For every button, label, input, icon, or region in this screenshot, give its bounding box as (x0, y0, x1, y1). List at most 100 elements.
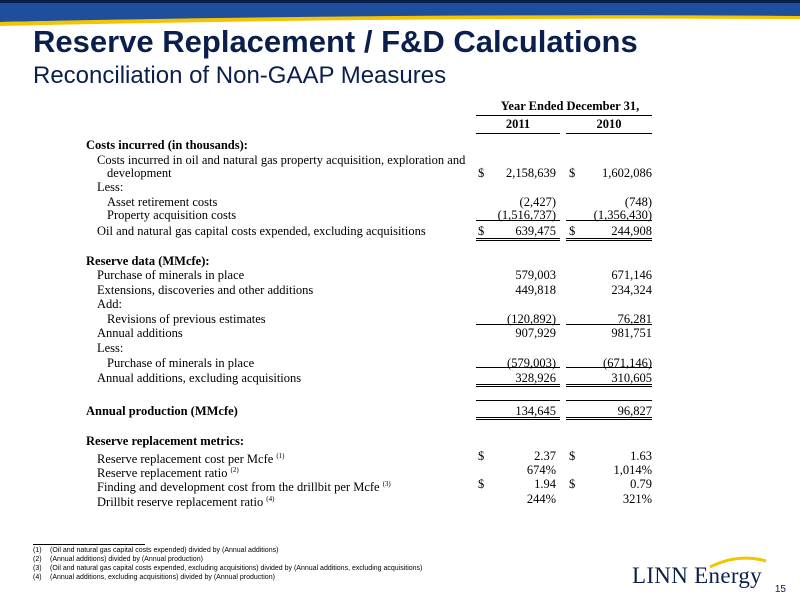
total-rule-2011 (476, 417, 560, 420)
table-row-label: Annual additions (97, 326, 183, 340)
total-rule-2010 (566, 367, 652, 368)
value-2010: 0.79 (630, 477, 652, 491)
value-2010: 234,324 (611, 283, 652, 297)
currency-symbol-2011: $ (478, 224, 485, 238)
currency-symbol-2010: $ (569, 449, 576, 463)
table-row-label: Annual additions, excluding acquisitions (97, 371, 302, 385)
footnote-ref: (4) (266, 495, 275, 503)
year-header-2010: 2010 (596, 117, 622, 131)
footnote-text: (Oil and natural gas capital costs expen… (50, 565, 423, 572)
table-row-label: Purchase of minerals in place (107, 356, 255, 370)
table-row-label: development (107, 166, 172, 180)
value-2010: (671,146) (603, 356, 652, 370)
total-rule-2011 (476, 238, 560, 241)
total-rule-2011 (476, 367, 560, 368)
company-logo: LINN Energy (632, 563, 762, 588)
table-row-label: Extensions, discoveries and other additi… (97, 283, 314, 297)
total-rule-2010 (566, 238, 652, 241)
table-row-label: Drillbit reserve replacement ratio (4) (97, 495, 275, 510)
table-row-label: Finding and development cost from the dr… (97, 480, 391, 495)
value-2011: 134,645 (515, 404, 556, 418)
page-number: 15 (774, 584, 786, 595)
value-2010: 1,602,086 (602, 166, 652, 180)
currency-symbol-2010: $ (569, 477, 576, 491)
total-rule-2011 (476, 384, 560, 387)
value-2010: 310,605 (611, 371, 652, 385)
value-2011: 674% (526, 463, 556, 477)
table-row-label: Revisions of previous estimates (107, 312, 266, 326)
footnote-separator (33, 544, 145, 545)
value-2010: 981,751 (611, 326, 652, 340)
value-2010: 1,014% (613, 463, 652, 477)
value-2011: (120,892) (507, 312, 556, 326)
value-2010: 96,827 (617, 404, 652, 418)
value-2011: 579,003 (515, 268, 556, 282)
period-header: Year Ended December 31, (500, 99, 640, 113)
footnote-text: (Annual additions, excluding acquisition… (50, 574, 275, 581)
value-2010: (748) (624, 195, 652, 209)
header-band (0, 0, 800, 26)
value-2011: 639,475 (515, 224, 556, 238)
footnote-number: (1) (33, 547, 42, 554)
value-2010: 244,908 (611, 224, 652, 238)
year-header-rule-2010 (566, 133, 652, 134)
footnote-number: (4) (33, 574, 42, 581)
value-2010: 1.63 (630, 449, 652, 463)
value-2011: (2,427) (519, 195, 556, 209)
table-row-label: Reserve replacement cost per Mcfe (1) (97, 452, 285, 467)
footnote-text: (Oil and natural gas capital costs expen… (50, 547, 279, 554)
value-2010: 321% (622, 492, 652, 506)
total-rule-2011 (476, 220, 560, 221)
value-2011: 328,926 (515, 371, 556, 385)
value-2011: (579,003) (507, 356, 556, 370)
table-row-label: Reserve replacement metrics: (86, 434, 245, 448)
table-row-label: Property acquisition costs (107, 208, 237, 222)
table-row-label: Less: (97, 341, 124, 355)
slide-subtitle: Reconciliation of Non-GAAP Measures (33, 62, 447, 89)
footnote-text: (Annual additions) divided by (Annual pr… (50, 556, 203, 563)
table-row-label: Purchase of minerals in place (97, 268, 245, 282)
value-2010: (1,356,430) (593, 208, 652, 222)
total-rule-2011 (476, 400, 560, 401)
table-row-label: Costs incurred (in thousands): (86, 138, 248, 152)
value-2011: 2.37 (534, 449, 556, 463)
value-2010: 671,146 (611, 268, 652, 282)
footnote-number: (2) (33, 556, 42, 563)
footnote-ref: (3) (382, 480, 391, 488)
total-rule-2010 (566, 384, 652, 387)
total-rule-2010 (566, 220, 652, 221)
slide-title: Reserve Replacement / F&D Calculations (33, 24, 638, 59)
value-2011: 244% (526, 492, 556, 506)
table-row-label: Reserve data (MMcfe): (86, 254, 210, 268)
footnote-ref: (2) (230, 466, 239, 474)
period-header-rule (476, 115, 652, 116)
table-row-label: Annual production (MMcfe) (86, 404, 238, 418)
value-2011: 907,929 (515, 326, 556, 340)
table-row-label: Asset retirement costs (107, 195, 218, 209)
table-row-label: Add: (97, 297, 122, 311)
currency-symbol-2010: $ (569, 224, 576, 238)
currency-symbol-2011: $ (478, 477, 485, 491)
total-rule-2010 (566, 417, 652, 420)
total-rule-2010 (566, 324, 652, 325)
footnote-number: (3) (33, 565, 42, 572)
table-row-label: Oil and natural gas capital costs expend… (97, 224, 426, 238)
total-rule-2010 (566, 400, 652, 401)
value-2010: 76,281 (617, 312, 652, 326)
table-row-label: Costs incurred in oil and natural gas pr… (97, 153, 466, 167)
year-header-rule-2011 (476, 133, 560, 134)
value-2011: 2,158,639 (506, 166, 556, 180)
value-2011: 449,818 (515, 283, 556, 297)
currency-symbol-2011: $ (478, 166, 485, 180)
value-2011: 1.94 (534, 477, 556, 491)
logo-swoosh-icon (709, 556, 767, 569)
value-2011: (1,516,737) (497, 208, 556, 222)
table-row-label: Reserve replacement ratio (2) (97, 466, 239, 481)
year-header-2011: 2011 (505, 117, 531, 131)
currency-symbol-2011: $ (478, 449, 485, 463)
currency-symbol-2010: $ (569, 166, 576, 180)
footnote-ref: (1) (276, 452, 285, 460)
total-rule-2011 (476, 324, 560, 325)
table-row-label: Less: (97, 180, 124, 194)
